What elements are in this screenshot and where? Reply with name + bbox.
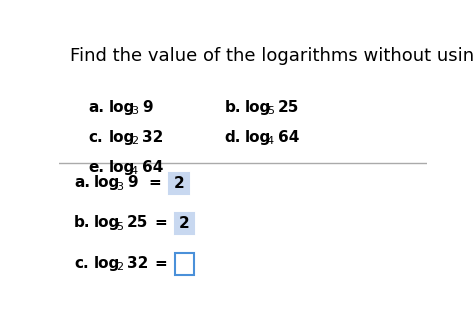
Text: 64: 64 bbox=[278, 130, 299, 145]
Text: log: log bbox=[245, 100, 271, 115]
FancyBboxPatch shape bbox=[175, 253, 194, 275]
Text: b.: b. bbox=[225, 100, 241, 115]
Text: 3: 3 bbox=[131, 106, 138, 116]
Text: =: = bbox=[155, 215, 173, 231]
Text: 25: 25 bbox=[278, 100, 299, 115]
Text: 25: 25 bbox=[127, 215, 148, 231]
Text: log: log bbox=[94, 215, 120, 231]
Text: log: log bbox=[109, 100, 135, 115]
Text: log: log bbox=[94, 175, 120, 190]
Text: 2: 2 bbox=[131, 136, 138, 146]
FancyBboxPatch shape bbox=[175, 213, 194, 234]
Text: =: = bbox=[149, 175, 167, 190]
Text: 2: 2 bbox=[116, 262, 123, 272]
Text: 4: 4 bbox=[267, 136, 274, 146]
Text: log: log bbox=[94, 256, 120, 271]
Text: log: log bbox=[245, 130, 271, 145]
Text: 32: 32 bbox=[127, 256, 148, 271]
Text: d.: d. bbox=[225, 130, 241, 145]
Text: 32: 32 bbox=[142, 130, 163, 145]
Text: 9: 9 bbox=[127, 175, 138, 190]
Text: 9: 9 bbox=[142, 100, 153, 115]
Text: log: log bbox=[109, 130, 135, 145]
Text: c.: c. bbox=[89, 130, 103, 145]
FancyBboxPatch shape bbox=[169, 173, 189, 194]
Text: 3: 3 bbox=[116, 181, 123, 192]
Text: 5: 5 bbox=[267, 106, 274, 116]
Text: log: log bbox=[109, 160, 135, 175]
Text: b.: b. bbox=[74, 215, 91, 231]
Text: a.: a. bbox=[74, 175, 90, 190]
Text: a.: a. bbox=[89, 100, 105, 115]
Text: 2: 2 bbox=[173, 176, 184, 191]
Text: 5: 5 bbox=[116, 222, 123, 232]
Text: =: = bbox=[155, 256, 173, 271]
Text: 2: 2 bbox=[179, 216, 190, 231]
Text: e.: e. bbox=[89, 160, 105, 175]
Text: 64: 64 bbox=[142, 160, 163, 175]
Text: Find the value of the logarithms without using a calculator.: Find the value of the logarithms without… bbox=[70, 47, 474, 65]
Text: c.: c. bbox=[74, 256, 89, 271]
Text: 4: 4 bbox=[131, 166, 138, 176]
